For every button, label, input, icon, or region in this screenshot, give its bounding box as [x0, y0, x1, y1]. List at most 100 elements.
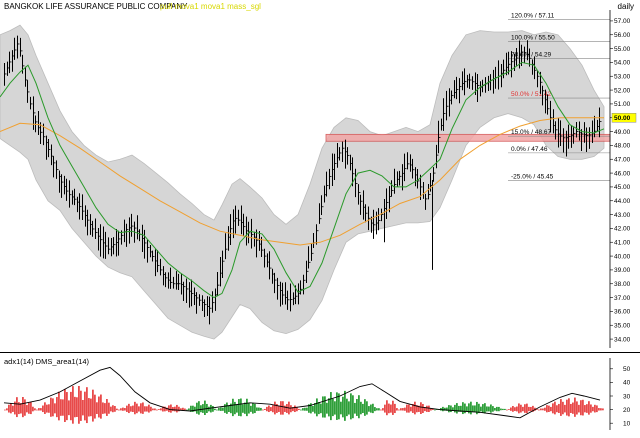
dms-bar-negative [554, 401, 556, 415]
dms-bar-positive [308, 404, 310, 413]
dms-bar-negative [586, 404, 588, 413]
dms-bar-negative [66, 392, 68, 421]
dms-bar-negative [20, 403, 22, 414]
dms-bar-negative [148, 404, 150, 413]
dms-bar-positive [326, 402, 328, 414]
dms-bar-negative [128, 403, 130, 414]
dms-bar-positive [336, 392, 338, 420]
dms-bar-positive [356, 399, 358, 416]
dms-bar-positive [374, 407, 376, 412]
dms-bar-positive [490, 404, 492, 413]
dms-bar-negative [560, 399, 562, 416]
dms-bar-negative [68, 400, 70, 416]
dms-bar-negative [426, 405, 428, 412]
dms-bar-negative [152, 408, 154, 411]
dms-bar-positive [238, 399, 240, 416]
last-price-label: 50.00 [614, 115, 631, 122]
indicator-tick-label: 30 [623, 393, 631, 400]
dms-bar-negative [584, 405, 586, 413]
dms-bar-negative [416, 405, 418, 413]
dms-bar-positive [208, 406, 210, 412]
dms-bar-positive [230, 403, 232, 414]
dms-bar-negative [88, 398, 90, 417]
dms-bar-negative [10, 403, 12, 414]
dms-bar-negative [544, 407, 546, 411]
dms-bar-negative [262, 409, 264, 411]
price-tick-label: 47.00 [614, 157, 631, 164]
dms-bar-negative [280, 401, 282, 415]
dms-bar-negative [386, 400, 388, 416]
adx-line [3, 366, 601, 419]
indicator-label: adx1(14) DMS_area1(14) [4, 357, 90, 366]
dms-bar-negative [542, 408, 544, 411]
dms-bar-negative [420, 402, 422, 414]
dms-bar-negative [112, 405, 114, 413]
dms-bar-negative [34, 408, 36, 411]
dms-bar-positive [342, 396, 344, 418]
bollinger-band [0, 24, 605, 340]
dms-bar-positive [498, 406, 500, 412]
dms-bar-negative [176, 404, 178, 413]
dms-bar-positive [200, 405, 202, 413]
dms-bar-negative [48, 404, 50, 413]
dms-bar-negative [282, 401, 284, 415]
dms-bar-negative [174, 406, 176, 412]
dms-bar-positive [234, 401, 236, 415]
dms-bar-negative [16, 397, 18, 418]
dms-bar-negative [142, 402, 144, 414]
dms-bar-negative [54, 403, 56, 414]
dms-bar-negative [108, 402, 110, 414]
dms-bar-positive [318, 402, 320, 415]
dms-bar-negative [406, 404, 408, 413]
dms-bar-positive [320, 403, 322, 414]
dms-bar-negative [536, 409, 538, 410]
fib-label: 0.0% / 47.46 [511, 146, 548, 153]
dms-bar-positive [454, 404, 456, 413]
dms-bar-positive [462, 402, 464, 415]
price-tick-label: 49.00 [614, 129, 631, 136]
dms-bar-negative [264, 408, 266, 410]
dms-bar-negative [284, 405, 286, 412]
dms-bar-positive [328, 398, 330, 417]
dms-bar-positive [366, 401, 368, 415]
dms-bar-negative [132, 405, 134, 413]
dms-bar-negative [398, 409, 400, 411]
dms-bar-negative [286, 404, 288, 413]
dms-bar-negative [408, 404, 410, 413]
dms-bar-positive [338, 393, 340, 420]
dms-bar-negative [400, 408, 402, 411]
dms-bar-positive [256, 407, 258, 411]
dms-bar-positive [314, 403, 316, 414]
dms-bar-negative [394, 403, 396, 414]
dms-bar-positive [244, 402, 246, 414]
dms-bar-positive [198, 401, 200, 415]
dms-bar-positive [452, 407, 454, 411]
dms-bar-positive [216, 409, 218, 411]
dms-bar-negative [32, 406, 34, 412]
dms-bar-positive [360, 401, 362, 415]
dms-bar-negative [266, 406, 268, 412]
price-tick-label: 57.00 [614, 18, 631, 25]
dms-bar-positive [348, 401, 350, 415]
fib-label: 78.6% / 54.29 [511, 51, 551, 58]
price-tick-label: 40.00 [614, 253, 631, 260]
dms-bar-negative [524, 404, 526, 413]
dms-bar-negative [18, 402, 20, 415]
dms-bar-positive [322, 396, 324, 418]
dms-bar-negative [546, 405, 548, 413]
dms-bar-negative [96, 402, 98, 414]
fib-label: 120.0% / 57.11 [511, 12, 555, 19]
dms-bar-negative [162, 406, 164, 412]
dms-bar-negative [522, 406, 524, 412]
dms-bar-positive [242, 404, 244, 413]
dms-bar-positive [204, 400, 206, 416]
indicator-tick-label: 20 [623, 407, 631, 414]
dms-bar-negative [506, 409, 508, 411]
price-tick-label: 51.00 [614, 101, 631, 108]
dms-bar-negative [390, 404, 392, 413]
dms-bar-negative [518, 403, 520, 414]
dms-bar-positive [442, 406, 444, 412]
dms-bar-positive [364, 399, 366, 416]
dms-bar-negative [404, 407, 406, 411]
dms-bar-negative [116, 408, 118, 411]
